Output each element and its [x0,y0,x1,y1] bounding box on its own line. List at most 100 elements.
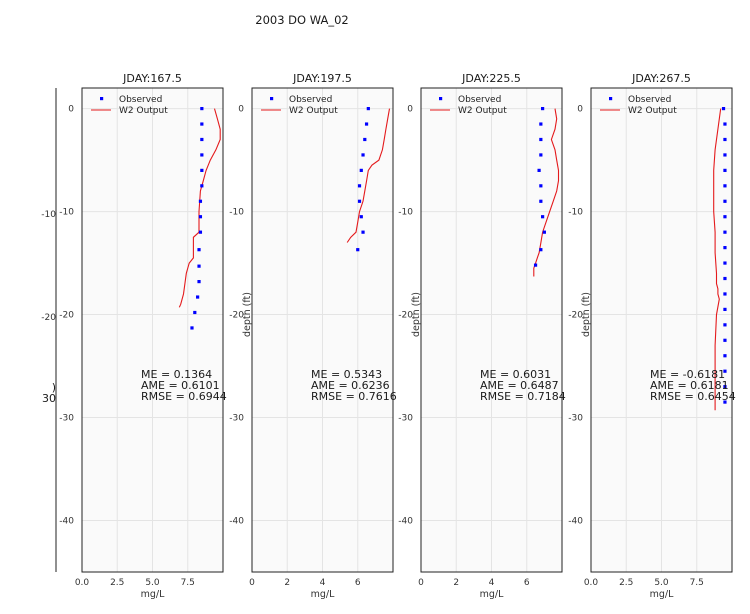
observed-point [541,215,545,219]
legend-observed-marker [100,97,104,101]
subplot-3: 0 2 4 6 0 -10 -20 -30 -40 JDAY:225.5 mg/L depth (ft… [398,72,565,600]
y-tick-label: -20 [229,311,244,321]
stat-text: AME = 0.6101 [141,379,220,392]
y-tick-label: -40 [229,517,244,527]
observed-point [357,199,362,203]
stat-text: AME = 0.6487 [480,379,559,392]
model-series-line [533,108,560,277]
x-tick-label: 0.0 [75,578,90,588]
subplot-2: 0 2 4 6 0 -10 -20 -30 -40 JDAY:197.5 mg/L depth (ft… [229,72,396,600]
x-tick-label: 2 [284,578,290,588]
observed-point [723,354,727,358]
observed-point [193,310,197,315]
x-axis-label: mg/L [480,589,504,600]
y-axis-label: depth (ft) [242,292,253,337]
observed-point [541,106,545,111]
axes-frame [590,87,733,573]
x-tick-label: 7.5 [181,578,195,588]
observed-point [190,326,194,330]
observed-point [359,168,363,172]
legend-observed-label: Observed [119,95,162,105]
observed-point [721,106,726,111]
stat-text: RMSE = 0.7184 [480,390,566,403]
clipped-tick-m20: -20 [41,313,56,323]
clipped-tick-m10: -10 [41,210,56,220]
observed-point [364,122,369,126]
subplot-1: 0.0 2.5 5.0 7.5 0 -10 -20 -30 -40 JDAY:167.5 mg/L O… [59,72,226,600]
subplot-title: JDAY:197.5 [292,72,352,85]
x-tick-label: 2.5 [110,578,124,588]
observed-point [723,168,727,172]
observed-point [539,122,543,126]
observed-point [198,230,203,234]
observed-point [723,369,727,373]
observed-point [542,230,546,234]
observed-point [723,261,727,265]
observed-point [539,199,543,203]
model-series-line [346,108,391,243]
x-axis-label: mg/L [311,589,335,600]
subplot-grid: 0.0 2.5 5.0 7.5 0 -10 -20 -30 -40 JDAY:167.5 mg/L O… [59,72,735,600]
observed-point [723,400,727,404]
x-axis-label: mg/L [141,589,165,600]
observed-point [723,385,727,389]
observed-point [723,230,727,234]
x-axis-label: mg/L [650,589,674,600]
observed-point [723,307,727,312]
observed-point [200,106,204,111]
clipped-left-panel: -10 -20 ) 30 [41,88,57,572]
observed-point [723,215,727,219]
x-tick-label: 6 [524,578,530,588]
x-tick-label: 5.0 [654,578,669,588]
subplot-title: JDAY:167.5 [122,72,182,85]
observed-point [197,264,201,268]
legend-observed-label: Observed [289,95,332,105]
figure-suptitle: 2003 DO WA_02 [255,13,348,27]
observed-point [196,295,200,299]
observed-point [723,276,727,281]
observed-point [537,168,541,172]
y-tick-label: -30 [568,414,583,424]
clipped-text-fragment-a: ) [52,381,56,394]
stat-text: RMSE = 0.7616 [311,390,397,403]
y-tick-label: -10 [229,208,244,218]
y-tick-label: -40 [59,517,74,527]
y-tick-label: -20 [59,311,74,321]
y-tick-label: -10 [398,208,413,218]
axes-frame [81,87,224,573]
observed-point [723,338,727,342]
axes-frame [420,87,563,573]
observed-point [200,168,204,172]
observed-point [363,137,367,142]
observed-point [539,184,543,188]
y-tick-label: -30 [398,414,413,424]
stat-text: ME = -0.6181 [650,368,725,381]
stat-text: RMSE = 0.6454 [650,390,736,403]
y-tick-label: 0 [238,105,244,115]
legend-observed-marker [439,97,443,101]
observed-point [539,153,543,157]
y-tick-label: -30 [229,414,244,424]
observed-point [359,215,363,219]
x-tick-label: 0 [249,578,255,588]
x-tick-label: 5.0 [145,578,160,588]
observed-point [356,248,360,252]
y-tick-label: -40 [398,517,413,527]
observed-point [200,122,204,126]
model-series-line [713,108,722,411]
x-tick-label: 4 [489,578,495,588]
y-tick-label: -10 [568,208,583,218]
legend-observed-marker [609,97,613,101]
clipped-text-fragment-b: 30 [42,392,56,405]
observed-point [361,153,365,157]
observed-point [723,199,727,203]
subplot-title: JDAY:267.5 [631,72,691,85]
legend-observed-label: Observed [458,95,501,105]
y-tick-label: -40 [568,517,583,527]
observed-point [200,153,204,157]
